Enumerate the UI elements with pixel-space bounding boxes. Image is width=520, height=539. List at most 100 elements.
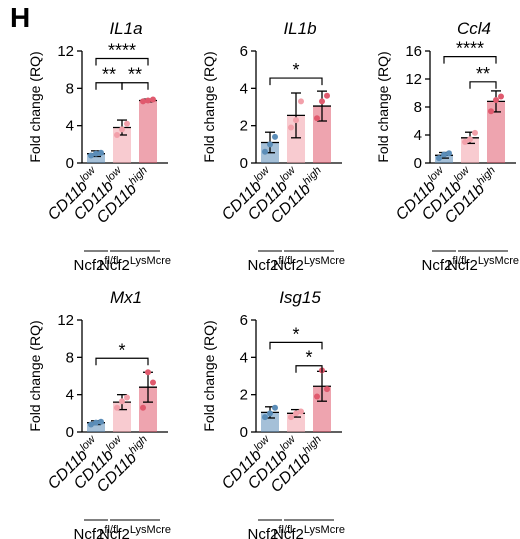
data-point: [98, 149, 104, 156]
data-point: [124, 394, 130, 401]
data-point: [288, 124, 294, 131]
data-point: [324, 92, 330, 99]
bar: [487, 101, 505, 163]
data-point: [262, 148, 268, 155]
significance-bracket: [121, 82, 149, 90]
data-point: [293, 410, 299, 417]
y-tick-label: 8: [414, 99, 422, 116]
data-point: [262, 414, 268, 421]
bar: [435, 155, 453, 163]
bar: [87, 153, 105, 163]
y-tick-label: 16: [405, 43, 422, 60]
y-tick-label: 12: [57, 43, 74, 60]
data-point: [93, 419, 99, 426]
data-point: [119, 398, 125, 405]
y-tick-label: 8: [66, 349, 74, 366]
data-point: [114, 404, 120, 411]
y-tick-label: 0: [240, 424, 248, 441]
chart-title: Mx1: [110, 288, 142, 307]
data-point: [288, 414, 294, 421]
data-point: [272, 133, 278, 140]
data-point: [488, 108, 494, 115]
data-point: [493, 97, 499, 103]
panel-label: H: [10, 2, 31, 33]
genotype-label: Ncf2LysMcre: [99, 524, 171, 539]
genotype-label: Ncf2LysMcre: [447, 255, 519, 274]
y-tick-label: 0: [414, 155, 422, 172]
y-axis-label: Fold change (RQ): [201, 51, 217, 162]
data-point: [298, 98, 304, 105]
y-tick-label: 12: [405, 71, 422, 88]
chart-title: IL1a: [109, 19, 142, 38]
significance-bracket: [269, 341, 323, 350]
bar: [139, 100, 157, 163]
significance-bracket: [469, 81, 497, 89]
data-point: [298, 408, 304, 415]
data-point: [93, 150, 99, 157]
data-point: [150, 96, 156, 103]
data-point: [293, 117, 299, 124]
genotype-label: Ncf2LysMcre: [273, 524, 345, 539]
y-tick-label: 0: [66, 155, 74, 172]
data-point: [272, 404, 278, 411]
data-point: [436, 155, 442, 162]
significance-label: **: [128, 65, 142, 85]
data-point: [314, 393, 320, 400]
chart-title: IL1b: [283, 19, 316, 38]
data-point: [467, 136, 473, 143]
significance-bracket: [295, 365, 323, 373]
data-point: [324, 386, 330, 393]
data-point: [150, 379, 156, 386]
genotype-label: Ncf2LysMcre: [99, 255, 171, 274]
significance-label: ****: [108, 40, 136, 60]
bar: [139, 387, 157, 432]
data-point: [267, 141, 273, 148]
data-point: [140, 404, 146, 411]
data-point: [145, 97, 151, 104]
bar: [87, 422, 105, 432]
significance-label: *: [292, 324, 299, 344]
significance-bracket: [95, 357, 149, 366]
chart-title: Ccl4: [457, 19, 491, 38]
data-point: [446, 150, 452, 157]
data-point: [145, 369, 151, 376]
data-point: [462, 139, 468, 145]
genotype-label: Ncf2fl/fl: [74, 524, 119, 539]
y-axis-label: Fold change (RQ): [201, 320, 217, 431]
significance-label: *: [118, 340, 125, 360]
y-tick-label: 12: [57, 312, 74, 329]
genotype-label: Ncf2fl/fl: [422, 255, 467, 274]
chart-title: Isg15: [279, 288, 321, 307]
y-tick-label: 2: [240, 387, 248, 404]
y-axis-label: Fold change (RQ): [27, 51, 43, 162]
data-point: [267, 410, 273, 417]
data-point: [124, 120, 130, 127]
y-tick-label: 2: [240, 118, 248, 135]
data-point: [441, 151, 447, 158]
significance-label: **: [476, 64, 490, 84]
data-point: [114, 132, 120, 138]
y-tick-label: 0: [66, 424, 74, 441]
data-point: [472, 129, 478, 136]
y-tick-label: 6: [240, 312, 248, 329]
y-tick-label: 4: [240, 80, 248, 97]
y-tick-label: 4: [66, 387, 74, 404]
genotype-label: Ncf2fl/fl: [74, 255, 119, 274]
data-point: [88, 421, 94, 428]
genotype-label: Ncf2fl/fl: [248, 524, 293, 539]
significance-bracket: [269, 77, 323, 86]
genotype-label: Ncf2LysMcre: [273, 255, 345, 274]
y-tick-label: 4: [240, 349, 248, 366]
data-point: [140, 98, 146, 105]
significance-bracket: [443, 56, 497, 64]
y-tick-label: 6: [240, 43, 248, 60]
data-point: [319, 98, 325, 105]
y-tick-label: 4: [66, 118, 74, 135]
significance-label: ****: [456, 39, 484, 59]
data-point: [88, 152, 94, 159]
